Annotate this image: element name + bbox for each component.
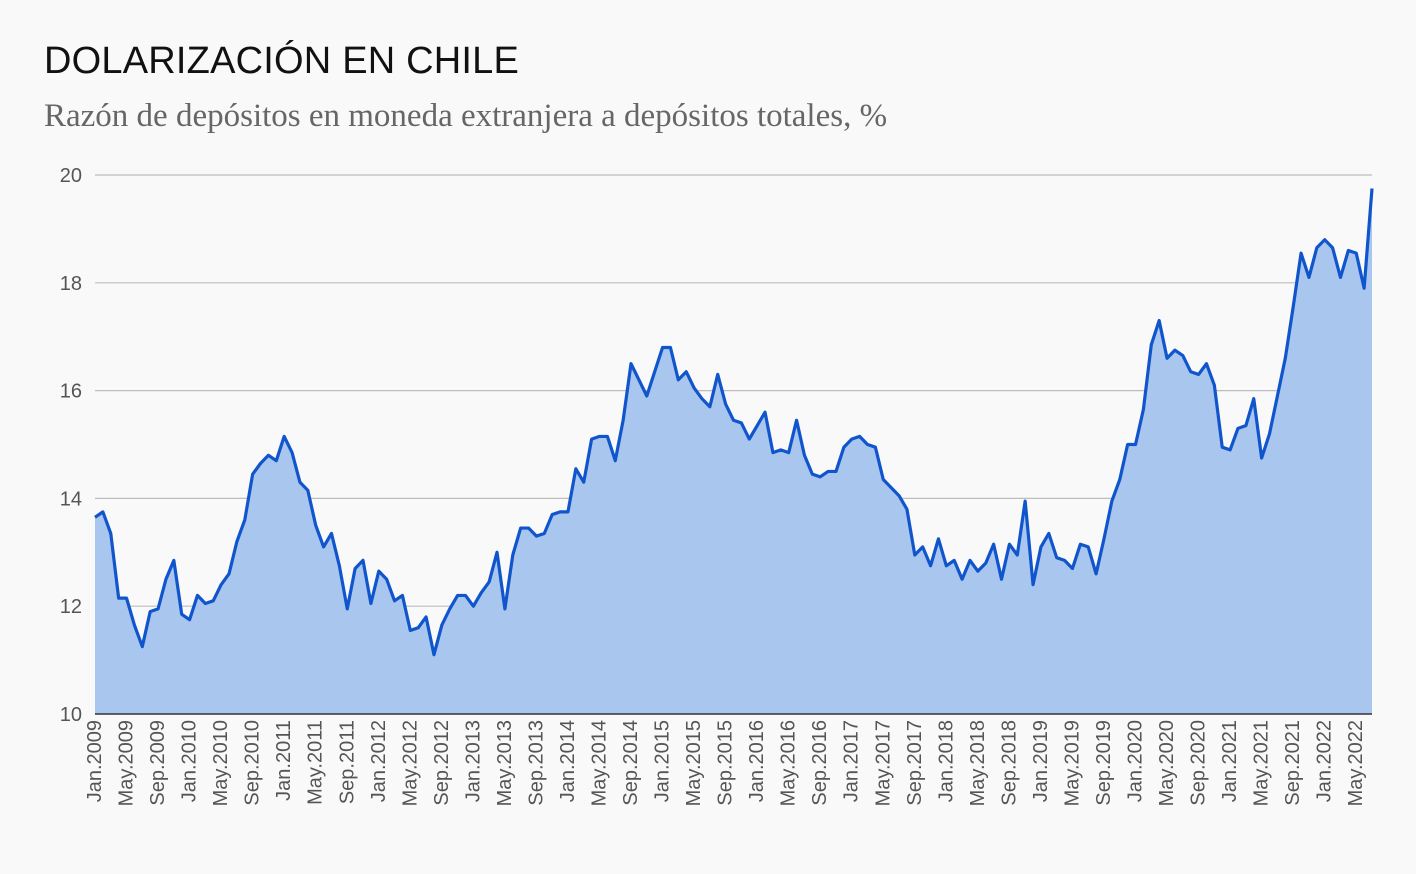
x-tick-label: Jan.2013 xyxy=(462,720,484,802)
x-tick-label: Jan.2011 xyxy=(273,720,295,801)
x-tick-label: May.2020 xyxy=(1156,720,1178,806)
x-tick-label: May.2017 xyxy=(872,720,894,806)
x-tick-label: May.2010 xyxy=(210,720,232,806)
x-axis-labels: Jan.2009 May.2009 Sep.2009 Jan.2010 May.2010… xyxy=(84,720,1367,806)
x-tick-label: Jan.2014 xyxy=(557,720,579,802)
x-tick-label: Sep.2010 xyxy=(242,720,264,806)
x-tick-label: May.2011 xyxy=(305,720,327,805)
x-tick-label: May.2019 xyxy=(1061,720,1083,806)
x-tick-label: May.2009 xyxy=(116,720,138,806)
x-tick-label: May.2016 xyxy=(778,720,800,806)
x-tick-label: Jan.2019 xyxy=(1030,720,1052,802)
x-tick-label: Jan.2018 xyxy=(935,720,957,802)
y-tick-label: 14 xyxy=(60,488,82,510)
x-tick-label: May.2018 xyxy=(967,720,989,806)
x-tick-label: Jan.2015 xyxy=(652,720,674,802)
x-tick-label: Sep.2021 xyxy=(1282,720,1304,806)
x-tick-label: May.2021 xyxy=(1251,720,1273,806)
chart-subtitle: Razón de depósitos en moneda extranjera … xyxy=(44,98,888,134)
x-tick-label: Sep.2016 xyxy=(809,720,831,806)
x-tick-label: Sep.2011 xyxy=(336,720,358,804)
x-tick-label: Sep.2019 xyxy=(1093,720,1115,806)
x-tick-label: Jan.2020 xyxy=(1125,720,1147,802)
y-tick-label: 18 xyxy=(60,273,82,295)
y-tick-label: 16 xyxy=(60,381,82,403)
y-tick-label: 12 xyxy=(60,596,82,618)
x-tick-label: Sep.2014 xyxy=(620,720,642,806)
x-tick-label: Sep.2017 xyxy=(904,720,926,806)
series-line xyxy=(94,188,1374,657)
y-tick-label: 20 xyxy=(60,165,82,187)
x-tick-label: Jan.2021 xyxy=(1219,720,1241,802)
x-tick-label: Sep.2009 xyxy=(147,720,169,806)
x-tick-label: May.2014 xyxy=(588,720,610,806)
x-tick-label: Jan.2010 xyxy=(179,720,201,802)
x-tick-label: May.2015 xyxy=(683,720,705,806)
x-tick-label: Sep.2012 xyxy=(431,720,453,806)
x-tick-label: Jan.2012 xyxy=(368,720,390,802)
y-axis-labels: 10 12 14 16 18 20 xyxy=(60,165,82,726)
y-tick-label: 10 xyxy=(60,704,82,726)
x-tick-label: May.2012 xyxy=(399,720,421,806)
x-tick-label: Jan.2022 xyxy=(1314,720,1336,802)
x-tick-label: Sep.2015 xyxy=(715,720,737,806)
x-tick-label: May.2013 xyxy=(494,720,516,806)
area-fill xyxy=(95,188,1372,715)
x-tick-label: Sep.2018 xyxy=(998,720,1020,806)
x-tick-label: Sep.2013 xyxy=(525,720,547,806)
x-tick-label: Sep.2020 xyxy=(1188,720,1210,806)
x-tick-label: Jan.2016 xyxy=(746,720,768,802)
x-tick-label: Jan.2009 xyxy=(84,720,106,802)
chart-title: DOLARIZACIÓN EN CHILE xyxy=(44,40,520,82)
x-tick-label: Jan.2017 xyxy=(841,720,863,802)
x-tick-label: May.2022 xyxy=(1345,720,1367,806)
